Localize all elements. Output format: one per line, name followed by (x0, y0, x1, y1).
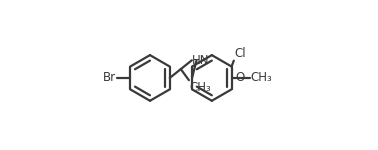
Text: HN: HN (192, 54, 210, 67)
Text: CH₃: CH₃ (190, 81, 211, 94)
Text: CH₃: CH₃ (251, 71, 273, 84)
Text: Cl: Cl (234, 47, 246, 60)
Text: Br: Br (103, 71, 116, 84)
Text: O: O (235, 71, 244, 84)
